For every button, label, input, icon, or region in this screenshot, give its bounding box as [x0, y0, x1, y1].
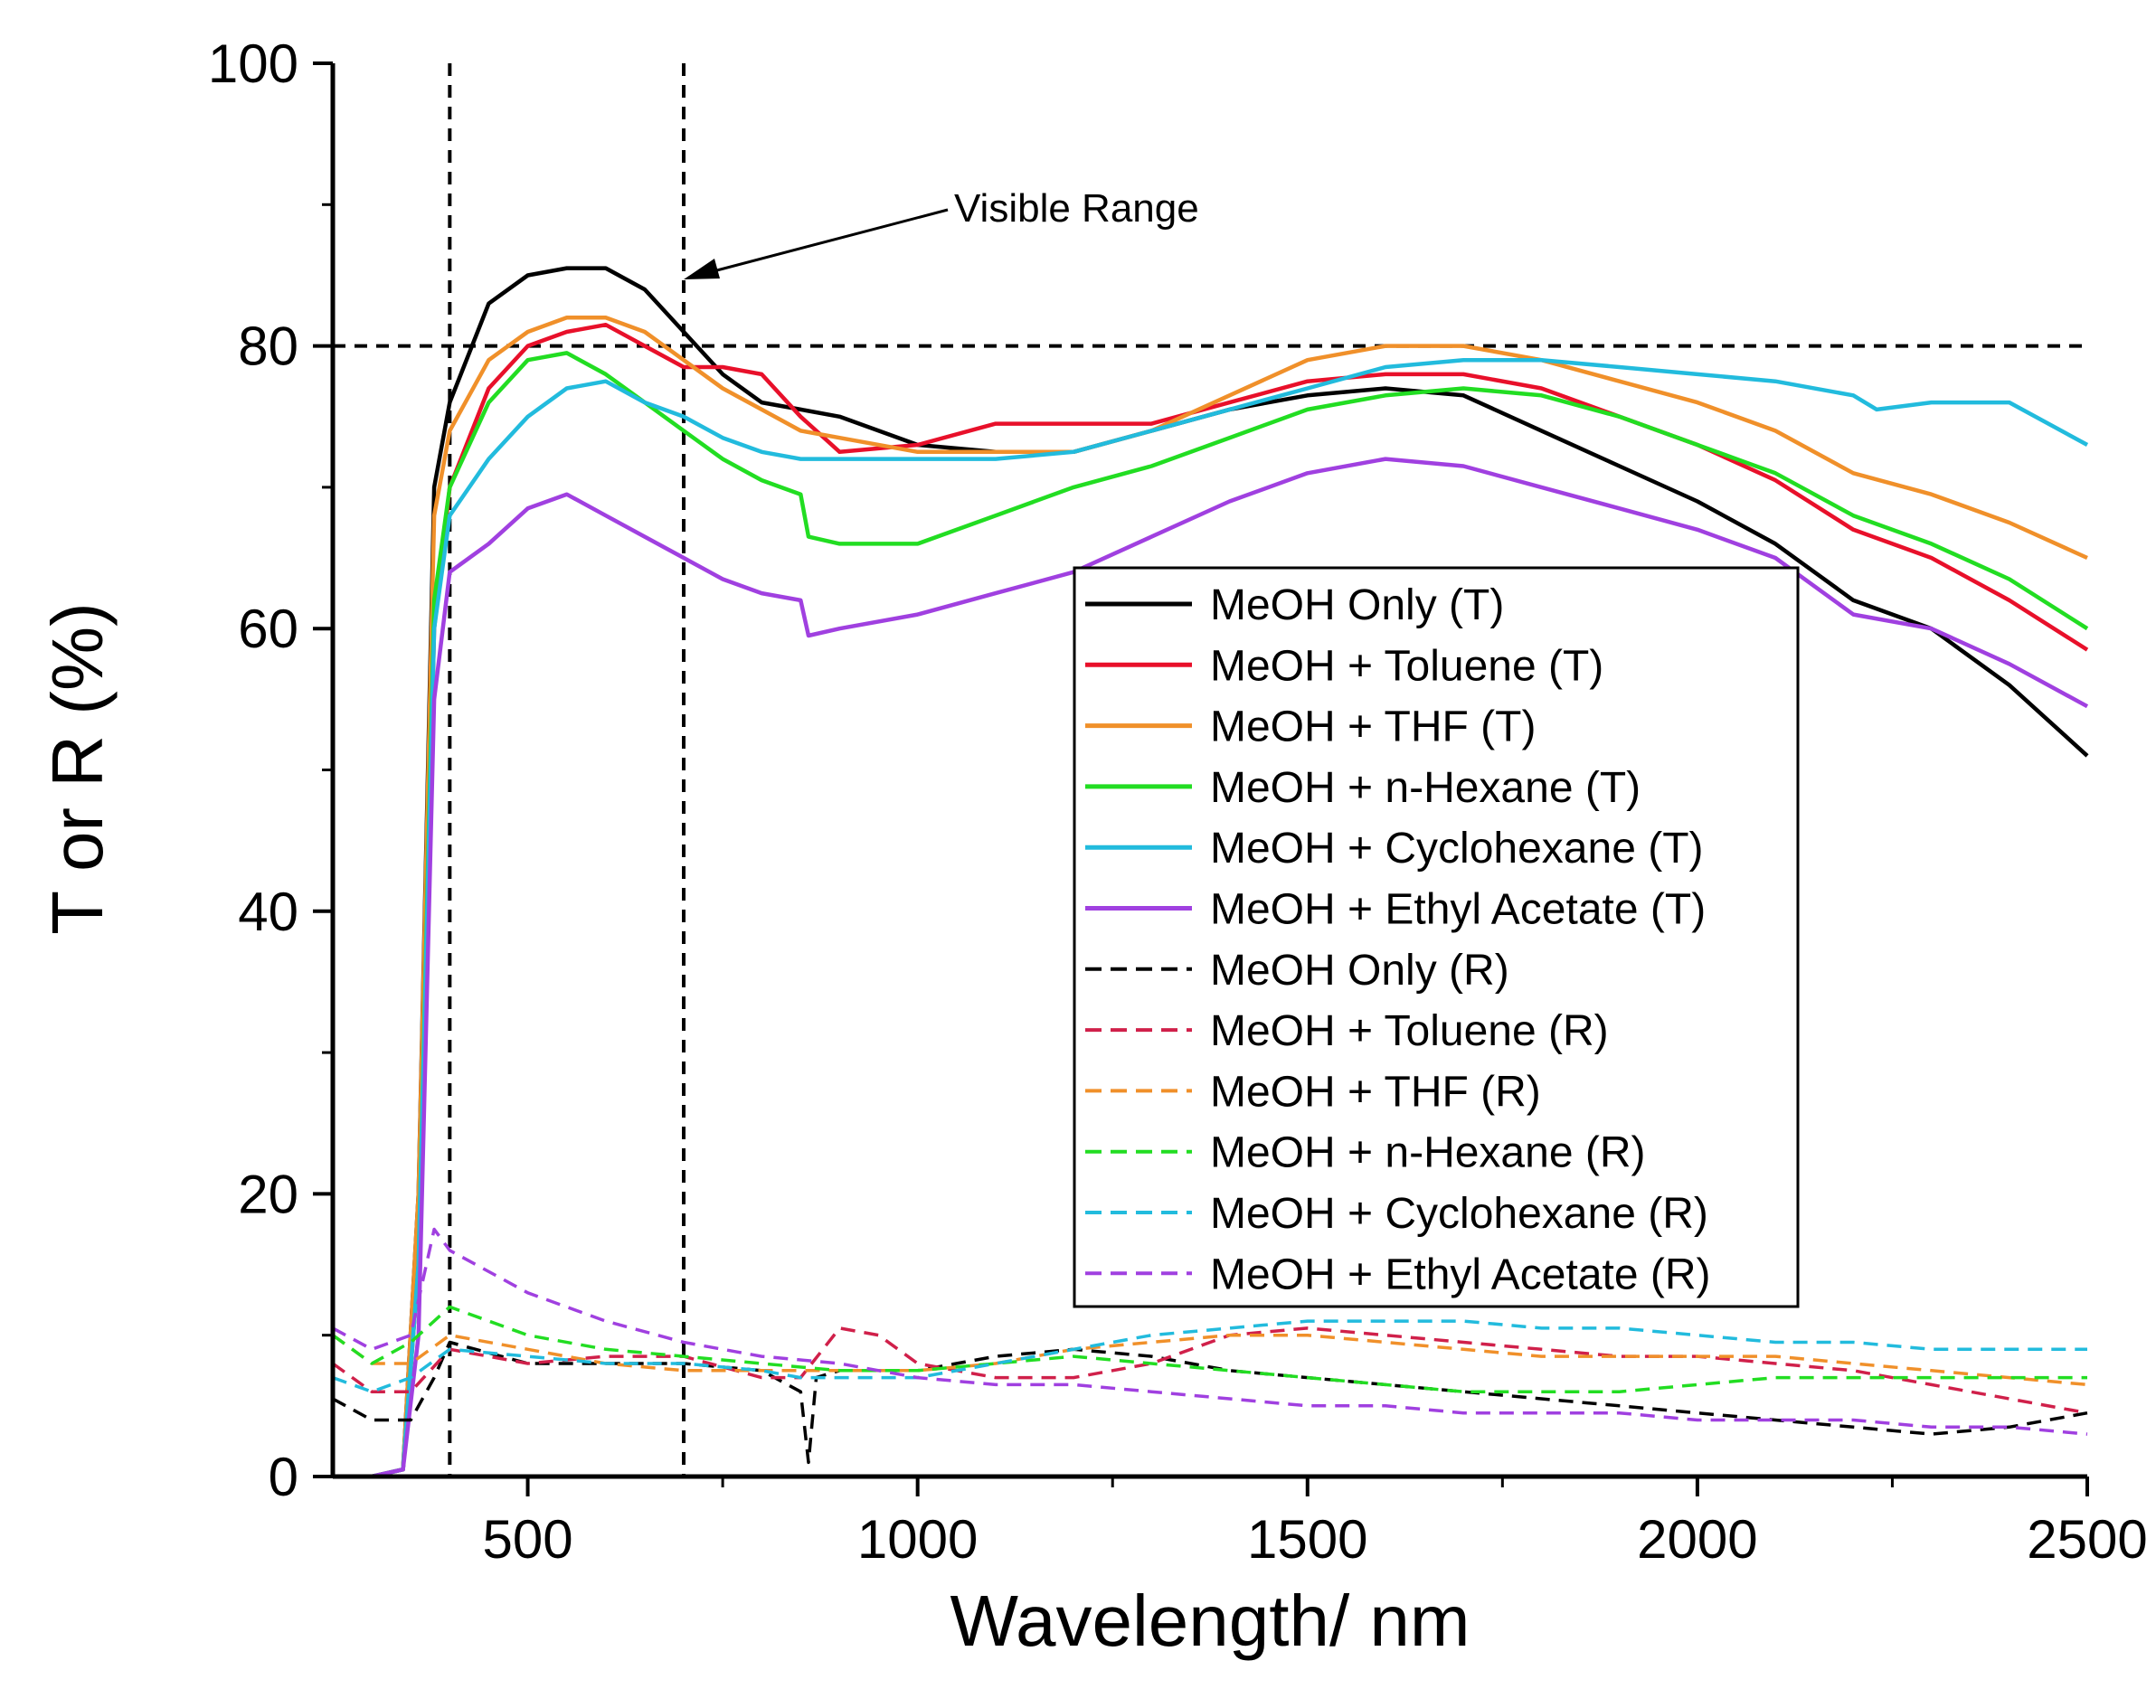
legend-label: MeOH + Ethyl Acetate (T) — [1210, 886, 1706, 934]
legend-label: MeOH + n-Hexane (T) — [1210, 764, 1641, 812]
legend-label: MeOH + Cyclohexane (R) — [1210, 1190, 1708, 1238]
legend-label: MeOH + Cyclohexane (T) — [1210, 825, 1704, 873]
legend-label: MeOH + THF (T) — [1210, 703, 1536, 751]
series-line-12 — [332, 1227, 2088, 1436]
x-tick-label: 1500 — [1247, 1509, 1367, 1570]
legend-label: MeOH Only (T) — [1210, 581, 1504, 629]
series-line-10 — [331, 1305, 2087, 1393]
y-tick-label: 20 — [238, 1164, 298, 1224]
x-tick-label: 500 — [483, 1509, 573, 1570]
legend: MeOH Only (T) MeOH + Toluene (T) MeOH + TH… — [1073, 566, 1800, 1308]
series-line-5 — [333, 357, 2089, 1479]
series-line-11 — [332, 1319, 2087, 1393]
reference-lines — [333, 63, 2087, 1477]
y-tick-label: 0 — [269, 1447, 298, 1507]
legend-label: MeOH + n-Hexane (R) — [1210, 1129, 1645, 1177]
annotation: Visible Range — [684, 186, 1199, 279]
y-tick-label: 80 — [238, 316, 298, 377]
series-line-4 — [333, 351, 2089, 1479]
y-tick-label: 100 — [208, 33, 298, 94]
series-line-1 — [333, 266, 2089, 1479]
ticks: 500 1000 1500 2000 2500 0 20 40 60 80 100 — [208, 33, 2148, 1570]
legend-label: MeOH + Toluene (T) — [1210, 642, 1603, 690]
legend-label: MeOH + Ethyl Acetate (R) — [1210, 1250, 1711, 1298]
x-tick-label: 1000 — [857, 1509, 978, 1570]
legend-label: MeOH + Toluene (R) — [1210, 1007, 1609, 1055]
annotation-arrow-line — [692, 208, 949, 278]
series-layer — [331, 266, 2089, 1479]
y-axis-title: T or R (%) — [37, 602, 118, 934]
series-line-9 — [331, 1333, 2088, 1387]
series-line-3 — [333, 316, 2088, 1479]
x-tick-label: 2000 — [1637, 1509, 1757, 1570]
legend-label: MeOH Only (R) — [1210, 947, 1509, 995]
x-tick-label: 2500 — [2027, 1509, 2147, 1570]
series-line-6 — [333, 457, 2089, 1479]
legend-label: MeOH + THF (R) — [1210, 1068, 1541, 1116]
series-line-7 — [332, 1340, 2088, 1465]
legend-box — [1073, 566, 1800, 1308]
annotation-arrowhead — [684, 259, 720, 279]
y-tick-label: 40 — [238, 882, 298, 942]
x-axis-title: Wavelength/ nm — [950, 1581, 1470, 1661]
annotation-text: Visible Range — [954, 186, 1199, 231]
y-tick-label: 60 — [238, 599, 298, 659]
